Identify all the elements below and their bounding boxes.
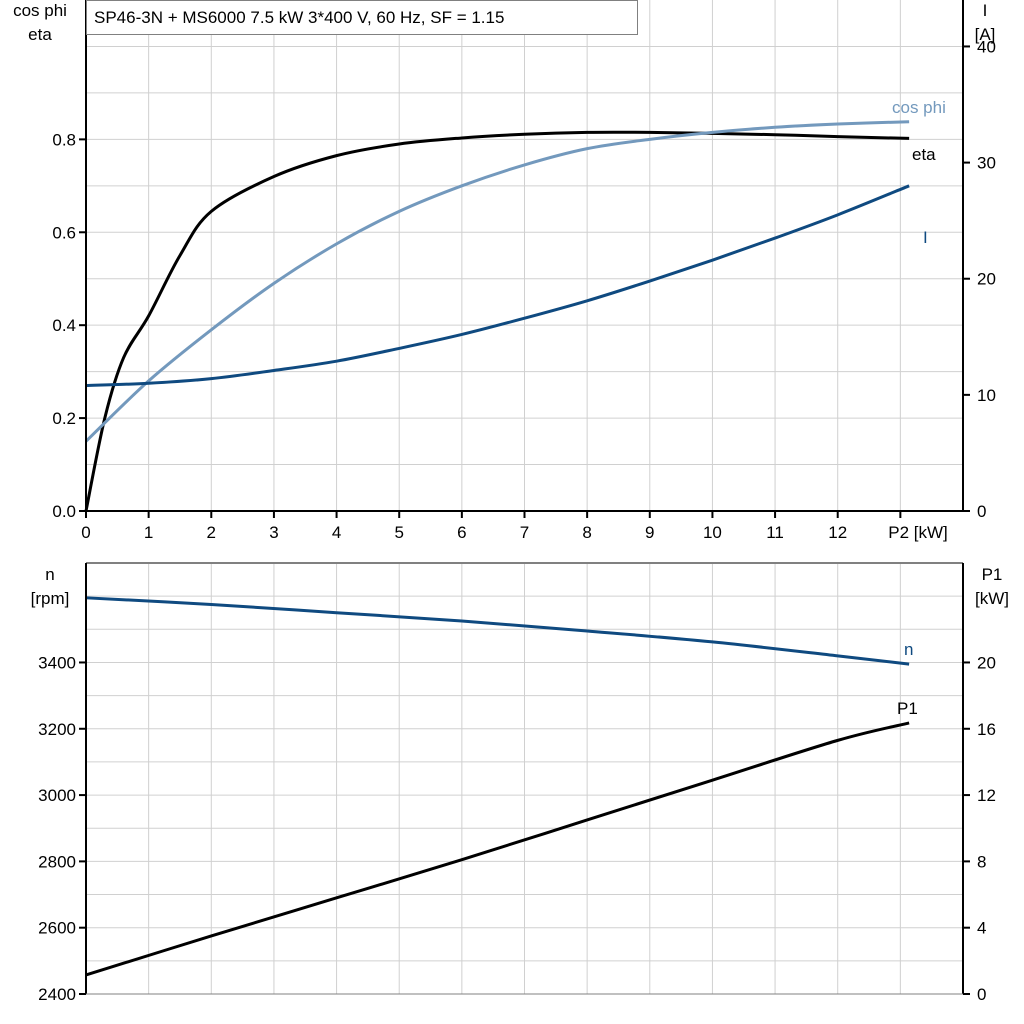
right-tick-label: 20 [977,653,996,672]
series-line-P1 [85,721,910,977]
right-tick-label: 12 [977,786,996,805]
left-tick-label: 0.2 [52,409,76,428]
right-tick-label: 40 [977,37,996,56]
right-axis-label-top-1: I [983,1,988,20]
series-label-n: n [904,640,913,659]
series-label-P1: P1 [897,699,918,718]
x-tick-label: 3 [269,523,278,542]
series-label-I: I [923,228,928,247]
bottom-chart-grid [86,563,963,994]
x-tick-label: 7 [520,523,529,542]
x-tick-label: 9 [645,523,654,542]
x-axis-label: P2 [kW] [888,523,948,542]
left-tick-label: 3000 [38,786,76,805]
right-tick-label: 0 [977,502,986,521]
series-label-cos-phi: cos phi [892,98,946,117]
right-tick-label: 4 [977,919,986,938]
right-tick-label: 30 [977,154,996,173]
left-tick-label: 0.6 [52,223,76,242]
series-line-cos-phi [84,120,910,443]
series-label-eta: eta [912,145,936,164]
series-line-I [85,184,910,388]
chart-title: SP46-3N + MS6000 7.5 kW 3*400 V, 60 Hz, … [94,8,504,27]
x-tick-label: 0 [81,523,90,542]
series-line-eta [84,130,910,512]
x-tick-label: 2 [207,523,216,542]
right-axis-label-top-2: [A] [975,25,996,44]
x-tick-label: 10 [703,523,722,542]
left-tick-label: 3400 [38,653,76,672]
x-tick-label: 8 [582,523,591,542]
left-axis-label-bottom-2: [rpm] [31,589,70,608]
right-axis-label-bottom-2: [kW] [975,589,1009,608]
title-box [86,0,638,35]
series-lines [84,120,910,977]
right-tick-label: 10 [977,386,996,405]
right-tick-label: 0 [977,985,986,1004]
left-axis-label-top-2: eta [28,25,52,44]
left-tick-label: 2600 [38,919,76,938]
top-chart-grid [86,0,963,511]
right-axis-label-bottom-1: P1 [982,565,1003,584]
series-line-n [85,596,910,666]
right-tick-label: 8 [977,852,986,871]
left-tick-label: 2400 [38,985,76,1004]
left-tick-label: 2800 [38,852,76,871]
left-tick-label: 0.0 [52,502,76,521]
left-tick-label: 0.8 [52,130,76,149]
right-tick-label: 16 [977,720,996,739]
left-axis-label-top-1: cos phi [13,1,67,20]
right-tick-label: 20 [977,270,996,289]
left-tick-label: 3200 [38,720,76,739]
x-tick-label: 1 [144,523,153,542]
x-tick-label: 12 [828,523,847,542]
left-axis-label-bottom-1: n [45,565,54,584]
left-tick-label: 0.4 [52,316,76,335]
axes [79,0,970,995]
x-tick-label: 5 [394,523,403,542]
x-tick-label: 4 [332,523,341,542]
x-tick-label: 11 [766,523,784,542]
x-tick-label: 6 [457,523,466,542]
